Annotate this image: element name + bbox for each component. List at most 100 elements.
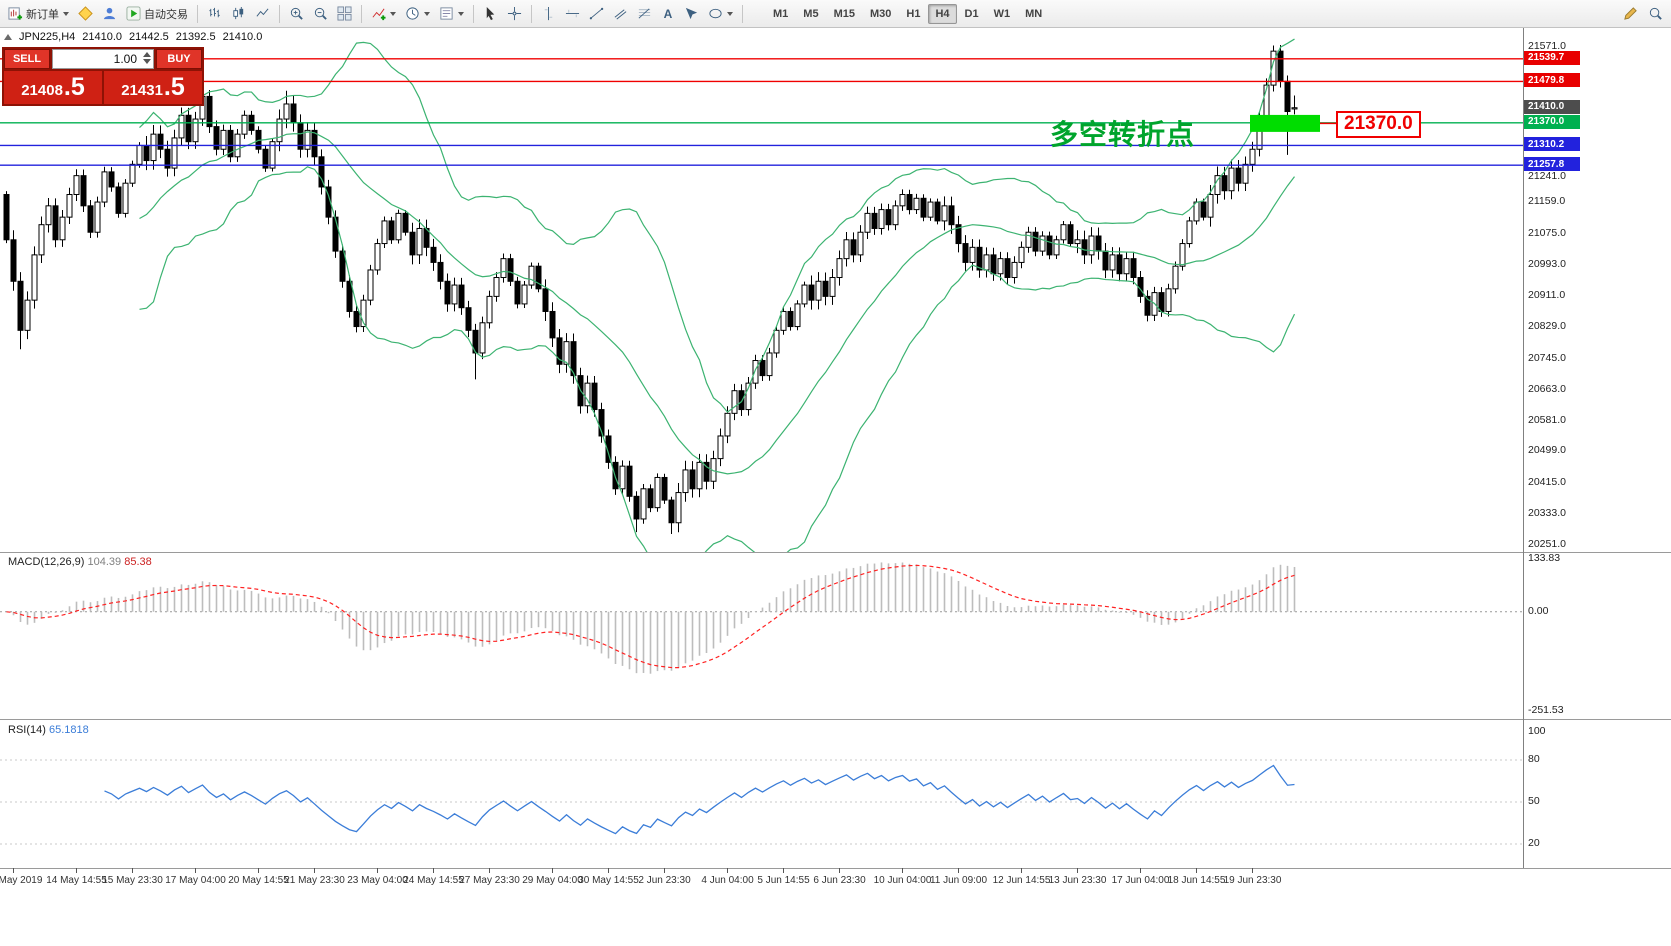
time-axis-label: 23 May 04:00 (347, 875, 408, 886)
timeframe-M15[interactable]: M15 (827, 4, 862, 24)
chevron-down-icon (424, 11, 430, 16)
crosshair-button[interactable] (503, 3, 526, 25)
fibonacci-button[interactable] (633, 3, 656, 25)
vertical-line-icon (544, 6, 553, 21)
price-tag: 21539.7 (1524, 50, 1580, 65)
toolbar-separator (361, 4, 362, 23)
timeframe-M30[interactable]: M30 (863, 4, 898, 24)
timeframe-MN[interactable]: MN (1018, 4, 1049, 24)
tile-windows-button[interactable] (333, 3, 356, 25)
volume-spinner[interactable] (143, 52, 151, 64)
one-click-trading-panel: SELL 1.00 BUY 21408.5 21431.5 (2, 47, 204, 106)
time-axis-label: 5 Jun 14:55 (757, 875, 810, 886)
templates-button[interactable] (435, 3, 468, 25)
timeframe-M5[interactable]: M5 (796, 4, 825, 24)
channel-icon (614, 9, 627, 20)
autotrading-button[interactable]: 自动交易 (122, 3, 192, 25)
sell-price[interactable]: 21408.5 (4, 71, 102, 104)
sell-button[interactable]: SELL (4, 49, 50, 69)
price-tag: 21479.8 (1524, 73, 1580, 88)
price-tag: 21370.0 (1524, 114, 1580, 129)
candlestick-type-button[interactable] (227, 3, 250, 25)
rsi-label: RSI(14) (8, 724, 46, 736)
autotrading-label: 自动交易 (144, 8, 188, 21)
one-click-collapse-icon[interactable] (4, 34, 12, 40)
time-axis-label: 12 Jun 14:55 (992, 875, 1051, 886)
zoom-in-icon (290, 7, 303, 20)
horizontal-line-button[interactable] (561, 3, 584, 25)
cursor-icon (486, 6, 495, 21)
price-scale-label: 21571.0 (1528, 40, 1566, 52)
price-scale-label: 20581.0 (1528, 413, 1566, 426)
price-callout[interactable]: 21370.0 (1336, 111, 1421, 138)
edit-button[interactable] (1619, 3, 1642, 25)
buy-button[interactable]: BUY (156, 49, 202, 69)
price-tag: 21310.2 (1524, 137, 1580, 152)
rsi-scale-label: 50 (1528, 795, 1540, 807)
time-axis-label: 13 Jun 23:30 (1048, 875, 1107, 886)
indicators-button[interactable] (367, 3, 400, 25)
quote-close: 21410.0 (222, 31, 263, 43)
quote-open: 21410.0 (82, 31, 123, 43)
time-axis-label: 11 Jun 09:00 (929, 875, 988, 886)
turning-point-annotation[interactable]: 多空转折点 (1050, 119, 1196, 150)
arrow-label-button[interactable] (680, 3, 703, 25)
toolbar-separator (279, 4, 280, 23)
line-chart-icon (256, 8, 269, 17)
macd-layer (6, 562, 1296, 674)
chevron-down-icon (458, 11, 464, 16)
crosshair-icon (507, 6, 522, 21)
new-order-button[interactable]: 新订单 (4, 3, 73, 25)
spin-down-icon[interactable] (143, 59, 151, 64)
price-scale-label: 20745.0 (1528, 351, 1566, 364)
metaeditor-button[interactable] (74, 3, 97, 25)
timeframe-toolbar: M1 M5 M15 M30 H1 H4 D1 W1 MN (766, 3, 1049, 24)
time-axis-label: 14 May 14:55 (46, 875, 107, 886)
text-tool-button[interactable]: A (657, 3, 679, 25)
line-chart-type-button[interactable] (251, 3, 274, 25)
trendline-button[interactable] (585, 3, 608, 25)
zoom-out-button[interactable] (309, 3, 332, 25)
rsi-scale-label: 100 (1528, 725, 1546, 737)
toolbar-right-group (1619, 3, 1667, 25)
profile-button[interactable] (98, 3, 121, 25)
macd-scale-label: 0.00 (1528, 604, 1549, 617)
price-scale-label: 20829.0 (1528, 319, 1566, 332)
bar-chart-type-button[interactable] (203, 3, 226, 25)
timeframe-H4[interactable]: H4 (928, 3, 957, 24)
bollinger-band (139, 131, 1295, 475)
time-axis-label: 13 May 2019 (0, 875, 43, 886)
search-icon (1649, 7, 1662, 20)
toolbar-separator (197, 4, 198, 23)
candles-layer (3, 45, 1298, 535)
buy-price[interactable]: 21431.5 (104, 71, 202, 104)
vertical-line-button[interactable] (537, 3, 560, 25)
periods-button[interactable] (401, 3, 434, 25)
zoom-out-icon (314, 7, 327, 20)
shapes-button[interactable] (704, 3, 737, 25)
price-scale-label: 20663.0 (1528, 382, 1566, 395)
time-axis-label: 27 May 23:30 (459, 875, 520, 886)
volume-value[interactable]: 1.00 (113, 52, 137, 66)
timeframe-M1[interactable]: M1 (766, 4, 795, 24)
timeframe-W1[interactable]: W1 (987, 4, 1018, 24)
cursor-button[interactable] (479, 3, 502, 25)
time-axis-label: 30 May 14:55 (578, 875, 639, 886)
quote-high: 21442.5 (129, 31, 169, 43)
volume-input[interactable]: 1.00 (52, 49, 154, 69)
find-symbol-button[interactable] (1644, 3, 1667, 25)
timeframe-D1[interactable]: D1 (958, 4, 986, 24)
new-order-icon (8, 7, 23, 20)
templates-icon (440, 7, 453, 20)
timeframe-H1[interactable]: H1 (899, 4, 927, 24)
rsi-line (104, 764, 1295, 835)
channel-button[interactable] (609, 3, 632, 25)
tile-windows-icon (337, 6, 352, 21)
time-axis-label: 20 May 14:55 (228, 875, 289, 886)
spin-up-icon[interactable] (143, 52, 151, 57)
zoom-in-button[interactable] (285, 3, 308, 25)
time-axis-label: 6 Jun 23:30 (813, 875, 866, 886)
pencil-icon (1624, 7, 1637, 20)
